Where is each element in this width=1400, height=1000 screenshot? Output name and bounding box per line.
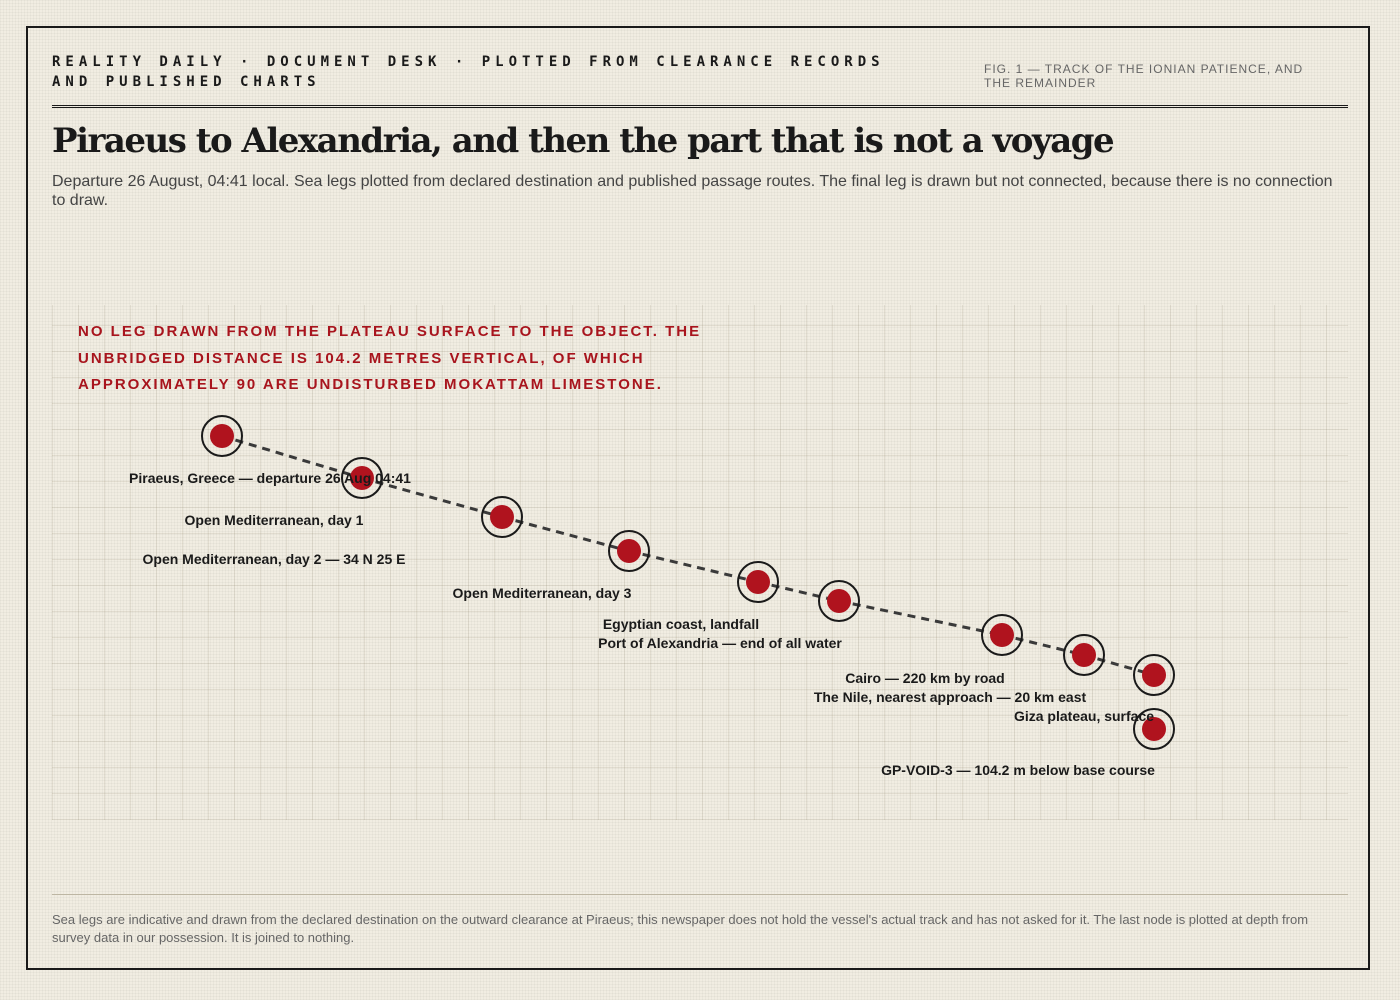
node-label: Open Mediterranean, day 2 — 34 N 25 E (143, 551, 406, 567)
page-frame (26, 26, 1370, 970)
node-marker (1072, 643, 1096, 667)
node-label: The Nile, nearest approach — 20 km east (814, 689, 1087, 705)
node-label: Cairo — 220 km by road (845, 670, 1005, 686)
node-marker (827, 589, 851, 613)
node-label: Piraeus, Greece — departure 26 Aug 04:41 (129, 470, 411, 486)
masthead-kicker: REALITY DAILY · DOCUMENT DESK · PLOTTED … (52, 54, 885, 90)
footer-rule (52, 894, 1348, 895)
node-marker (1142, 663, 1166, 687)
figure-label: FIG. 1 — TRACK OF THE IONIAN PATIENCE, A… (984, 62, 1304, 90)
node-marker (990, 623, 1014, 647)
track-leg (361, 476, 503, 519)
node-label: Giza plateau, surface (1014, 708, 1154, 724)
node-marker (1142, 717, 1166, 741)
node-label: Port of Alexandria — end of all water (598, 635, 842, 651)
node-ring (481, 496, 523, 538)
footnote: Sea legs are indicative and drawn from t… (52, 912, 1309, 945)
masthead-bar: REALITY DAILY · DOCUMENT DESK · PLOTTED … (52, 52, 1348, 108)
track-leg (501, 515, 630, 553)
track-leg (1083, 653, 1155, 677)
track-leg (221, 434, 363, 480)
node-ring (737, 561, 779, 603)
node-marker (210, 424, 234, 448)
node-ring (1133, 654, 1175, 696)
track-diagram: NO LEG DRAWN FROM THE PLATEAU SURFACE TO… (52, 305, 1348, 820)
node-ring (1133, 708, 1175, 750)
node-ring (981, 614, 1023, 656)
node-label: GP-VOID-3 — 104.2 m below base course (881, 762, 1155, 778)
node-marker (617, 539, 641, 563)
track-leg (1001, 633, 1085, 657)
node-marker (350, 466, 374, 490)
node-ring (341, 457, 383, 499)
node-ring (1063, 634, 1105, 676)
headline: Piraeus to Alexandria, and then the part… (52, 121, 1115, 161)
node-ring (818, 580, 860, 622)
node-marker (746, 570, 770, 594)
node-ring (201, 415, 243, 457)
node-label: Open Mediterranean, day 1 (185, 512, 364, 528)
track-leg (838, 599, 1003, 637)
node-label: Egyptian coast, landfall (603, 616, 759, 632)
callout-note: NO LEG DRAWN FROM THE PLATEAU SURFACE TO… (78, 323, 702, 393)
node-marker (490, 505, 514, 529)
node-ring (608, 530, 650, 572)
track-svg: Piraeus, Greece — departure 26 Aug 04:41… (129, 415, 1175, 778)
dek: Departure 26 August, 04:41 local. Sea le… (52, 173, 1333, 209)
node-label: Open Mediterranean, day 3 (453, 585, 632, 601)
